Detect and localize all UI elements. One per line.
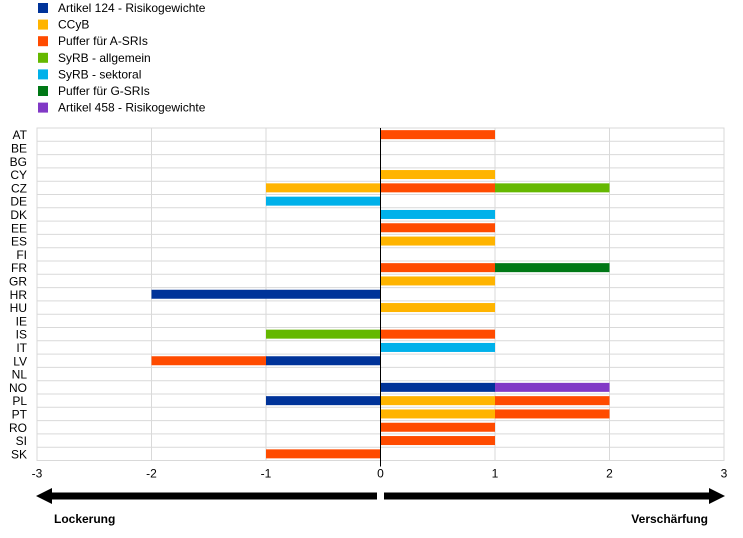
legend-label: SyRB - sektoral — [58, 67, 141, 81]
bar-segment — [380, 236, 495, 246]
legend-swatch — [38, 3, 48, 13]
bar-segment — [380, 209, 495, 219]
arrow-left-label: Lockerung — [54, 512, 115, 526]
category-label: CZ — [11, 181, 27, 195]
category-label: EE — [11, 221, 27, 235]
legend-swatch — [38, 52, 48, 63]
category-label: FR — [11, 261, 27, 275]
x-tick-label: -1 — [261, 467, 272, 481]
bar-segment — [151, 289, 381, 299]
category-label: DK — [10, 208, 27, 222]
category-label: ES — [11, 235, 27, 249]
bars — [151, 130, 610, 459]
bar-segment — [495, 382, 610, 392]
bar-segment — [380, 183, 495, 193]
category-label: GR — [9, 274, 27, 288]
bar-segment — [380, 329, 495, 339]
category-label: DE — [10, 195, 27, 209]
direction-arrows: Lockerung Verschärfung — [36, 488, 725, 526]
legend-swatch — [38, 19, 48, 30]
bar-segment — [380, 436, 495, 446]
category-label: BE — [11, 141, 27, 155]
legend-label: Artikel 458 - Risikogewichte — [58, 101, 206, 115]
category-label: HR — [10, 288, 28, 302]
bar-segment — [266, 329, 381, 339]
category-label: SK — [11, 447, 27, 461]
x-tick-label: 2 — [606, 467, 613, 481]
bar-segment — [266, 356, 381, 366]
bar-segment — [266, 183, 381, 193]
category-label: PT — [12, 407, 28, 421]
bar-segment — [266, 449, 381, 459]
bar-segment — [380, 276, 495, 286]
left-arrow — [36, 488, 377, 504]
category-label: PL — [12, 394, 27, 408]
category-label: FI — [16, 248, 27, 262]
bar-segment — [380, 170, 495, 180]
bar-segment — [151, 356, 266, 366]
x-tick-label: -3 — [32, 467, 43, 481]
bar-segment — [266, 196, 381, 206]
bar-segment — [380, 263, 495, 273]
legend: Artikel 124 - Risikogewichte CCyB Puffer f… — [38, 1, 206, 115]
bar-segment — [380, 303, 495, 313]
arrow-right-label: Verschärfung — [631, 512, 708, 526]
bar-segment — [495, 183, 610, 193]
category-label: SI — [16, 434, 27, 448]
bar-segment — [495, 396, 610, 406]
x-tick-label: -2 — [146, 467, 157, 481]
category-label: IS — [16, 328, 27, 342]
x-tick-label: 1 — [492, 467, 499, 481]
x-tick-label: 0 — [377, 467, 384, 481]
category-label: LV — [13, 354, 27, 368]
right-arrow — [384, 488, 725, 504]
legend-label: CCyB — [58, 18, 89, 32]
bar-segment — [495, 409, 610, 419]
bar-segment — [266, 396, 381, 406]
legend-label: Puffer für G-SRIs — [58, 84, 150, 98]
category-label: AT — [13, 128, 28, 142]
bar-segment — [380, 382, 495, 392]
category-label: RO — [9, 421, 27, 435]
bar-segment — [380, 396, 495, 406]
category-label: NO — [9, 381, 27, 395]
bar-segment — [380, 130, 495, 140]
category-label: IE — [16, 314, 27, 328]
category-label: NL — [12, 368, 28, 382]
bar-segment — [380, 409, 495, 419]
x-tick-label: 3 — [721, 467, 728, 481]
bar-segment — [495, 263, 610, 273]
category-label: BG — [10, 155, 27, 169]
legend-swatch — [38, 102, 48, 113]
axes: ATBEBGCYCZDEDKEEESFIFRGRHRHUIEISITLVNLNO… — [9, 128, 728, 481]
legend-label: SyRB - allgemein — [58, 51, 151, 65]
legend-swatch — [38, 86, 48, 96]
category-label: HU — [10, 301, 27, 315]
legend-label: Artikel 124 - Risikogewichte — [58, 1, 206, 15]
category-label: CY — [10, 168, 27, 182]
legend-label: Puffer für A-SRIs — [58, 34, 148, 48]
bar-segment — [380, 223, 495, 233]
category-label: IT — [16, 341, 27, 355]
legend-swatch — [38, 69, 48, 80]
bar-segment — [380, 342, 495, 352]
bar-segment — [380, 422, 495, 432]
legend-swatch — [38, 36, 48, 47]
